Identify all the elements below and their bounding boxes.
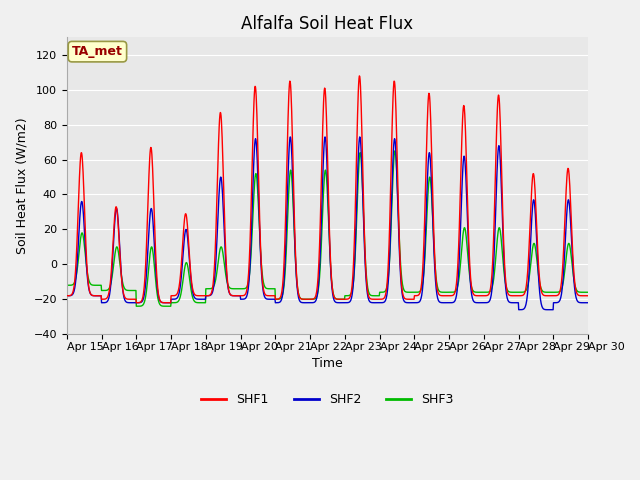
SHF1 <box>409 296 417 302</box>
SHF3 <box>409 289 417 295</box>
SHF3 <box>63 282 70 288</box>
SHF3 <box>523 286 531 292</box>
SHF3 <box>179 277 187 283</box>
SHF2 <box>286 134 294 140</box>
SHF3 <box>391 148 399 154</box>
SHF2 <box>63 293 70 299</box>
SHF1 <box>167 300 175 306</box>
SHF3 <box>237 286 245 292</box>
SHF1 <box>237 293 245 299</box>
SHF2 <box>237 296 245 302</box>
X-axis label: Time: Time <box>312 357 343 371</box>
SHF1 <box>477 293 484 299</box>
SHF3 <box>584 289 592 295</box>
SHF1 <box>63 293 70 299</box>
SHF1 <box>356 73 364 79</box>
SHF2 <box>584 300 592 306</box>
SHF2 <box>549 307 557 312</box>
SHF2 <box>477 300 484 306</box>
Line: SHF3: SHF3 <box>67 151 588 306</box>
SHF1 <box>523 280 531 286</box>
SHF1 <box>179 236 187 241</box>
SHF2 <box>179 257 186 263</box>
Line: SHF2: SHF2 <box>67 137 588 310</box>
Y-axis label: Soil Heat Flux (W/m2): Soil Heat Flux (W/m2) <box>15 118 28 254</box>
SHF1 <box>166 300 174 306</box>
Text: TA_met: TA_met <box>72 45 123 58</box>
Line: SHF1: SHF1 <box>67 76 588 303</box>
SHF1 <box>584 293 592 299</box>
SHF2 <box>408 300 416 306</box>
SHF2 <box>166 300 174 306</box>
SHF3 <box>167 303 175 309</box>
Title: Alfalfa Soil Heat Flux: Alfalfa Soil Heat Flux <box>241 15 413 33</box>
SHF3 <box>166 303 174 309</box>
SHF2 <box>522 300 530 306</box>
SHF3 <box>477 289 484 295</box>
Legend: SHF1, SHF2, SHF3: SHF1, SHF2, SHF3 <box>196 388 459 411</box>
